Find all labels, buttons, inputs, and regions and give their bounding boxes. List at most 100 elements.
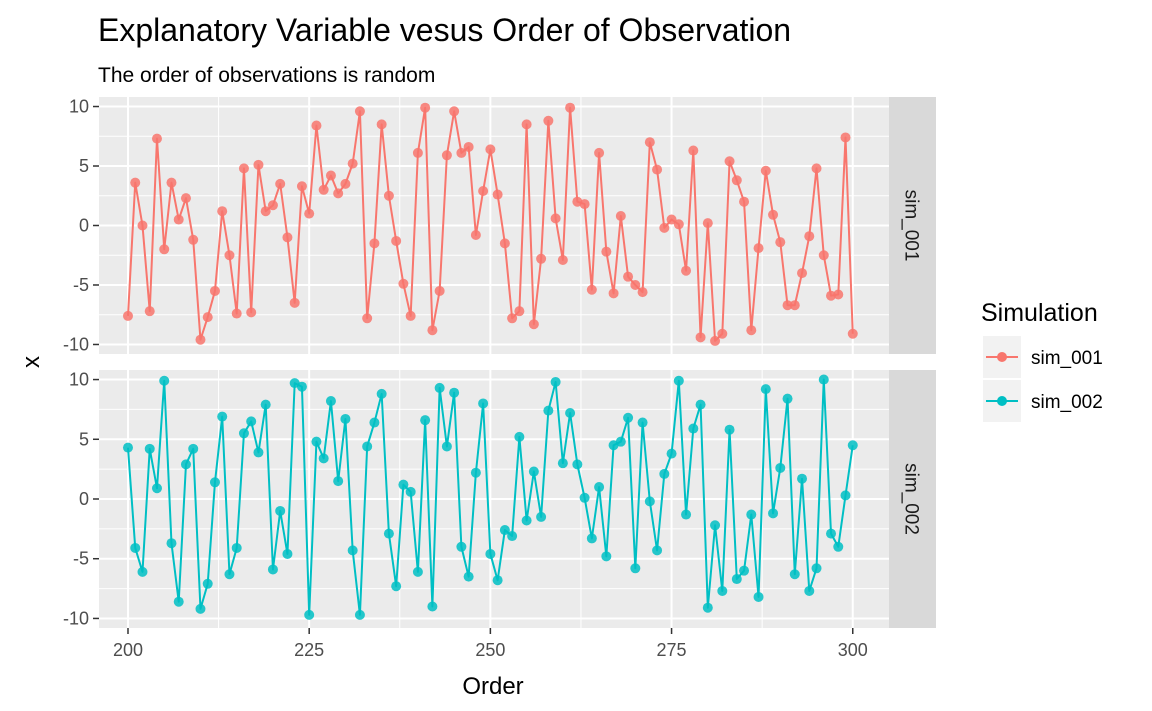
legend-key-point bbox=[997, 352, 1007, 362]
data-point bbox=[463, 571, 474, 582]
data-point bbox=[717, 585, 728, 596]
y-tick-label: 5 bbox=[79, 156, 89, 176]
data-point bbox=[289, 297, 300, 308]
data-point bbox=[543, 405, 554, 416]
data-point bbox=[586, 284, 597, 295]
data-point bbox=[681, 265, 692, 276]
data-point bbox=[666, 214, 677, 225]
data-point bbox=[536, 511, 547, 522]
data-point bbox=[492, 575, 503, 586]
data-point bbox=[282, 232, 293, 243]
x-tick-label: 300 bbox=[838, 640, 868, 660]
data-point bbox=[311, 436, 322, 447]
data-point bbox=[775, 462, 786, 473]
data-point bbox=[731, 175, 742, 186]
data-point bbox=[840, 490, 851, 501]
data-point bbox=[695, 332, 706, 343]
data-point bbox=[753, 591, 764, 602]
data-point bbox=[449, 387, 460, 398]
data-point bbox=[267, 200, 278, 211]
data-point bbox=[717, 328, 728, 339]
data-point bbox=[318, 184, 329, 195]
data-point bbox=[753, 243, 764, 254]
data-point bbox=[267, 564, 278, 575]
data-point bbox=[369, 238, 380, 249]
data-point bbox=[521, 119, 532, 130]
data-point bbox=[528, 319, 539, 330]
data-point bbox=[333, 188, 344, 199]
data-point bbox=[188, 443, 199, 454]
data-point bbox=[608, 288, 619, 299]
chart-subtitle: The order of observations is random bbox=[98, 64, 435, 87]
data-point bbox=[557, 255, 568, 265]
facet-strip bbox=[889, 97, 936, 354]
data-point bbox=[275, 178, 286, 189]
data-point bbox=[282, 548, 293, 559]
data-point bbox=[811, 163, 822, 174]
data-point bbox=[180, 459, 191, 470]
data-point bbox=[159, 375, 170, 386]
y-tick-label: 10 bbox=[69, 97, 89, 117]
data-point bbox=[492, 189, 503, 200]
data-point bbox=[666, 448, 677, 459]
data-point bbox=[246, 416, 257, 427]
data-point bbox=[782, 393, 793, 404]
data-point bbox=[652, 164, 663, 175]
data-point bbox=[550, 213, 561, 224]
y-tick-label: 0 bbox=[79, 216, 89, 236]
data-point bbox=[427, 325, 438, 336]
x-tick-label: 200 bbox=[113, 640, 143, 660]
data-point bbox=[840, 132, 851, 143]
data-point bbox=[347, 158, 358, 169]
data-point bbox=[420, 415, 431, 426]
data-point bbox=[173, 596, 184, 607]
data-point bbox=[195, 603, 206, 614]
data-point bbox=[739, 196, 750, 207]
data-point bbox=[253, 159, 264, 170]
data-point bbox=[833, 541, 844, 552]
data-point bbox=[673, 375, 684, 386]
data-point bbox=[362, 441, 373, 452]
data-point bbox=[398, 479, 409, 490]
data-point bbox=[180, 193, 191, 204]
data-point bbox=[673, 219, 684, 230]
data-point bbox=[485, 548, 496, 559]
y-tick-label: -10 bbox=[63, 608, 89, 628]
data-point bbox=[594, 147, 605, 158]
x-tick-label: 275 bbox=[657, 640, 687, 660]
data-point bbox=[441, 150, 452, 161]
data-point bbox=[166, 538, 177, 549]
y-tick-label: 5 bbox=[79, 429, 89, 449]
data-point bbox=[253, 447, 264, 458]
facet-strip-label: sim_002 bbox=[901, 463, 922, 535]
data-point bbox=[637, 287, 648, 298]
data-point bbox=[623, 271, 634, 282]
x-axis: 200 225 250 275 300 bbox=[113, 628, 868, 660]
data-point bbox=[173, 214, 184, 225]
data-point bbox=[238, 428, 249, 439]
data-point bbox=[122, 310, 133, 321]
data-point bbox=[485, 144, 496, 155]
data-point bbox=[818, 250, 829, 261]
data-point bbox=[304, 609, 315, 620]
data-point bbox=[630, 563, 641, 574]
data-point bbox=[746, 325, 757, 336]
data-point bbox=[202, 312, 213, 323]
data-point bbox=[514, 431, 525, 442]
data-point bbox=[731, 574, 742, 585]
data-point bbox=[681, 509, 692, 520]
facet-strip bbox=[889, 370, 936, 628]
data-point bbox=[405, 310, 416, 321]
data-point bbox=[644, 496, 655, 507]
data-point bbox=[398, 278, 409, 289]
data-point bbox=[275, 505, 286, 516]
data-point bbox=[434, 382, 445, 393]
data-point bbox=[144, 443, 155, 454]
data-point bbox=[137, 220, 148, 231]
data-point bbox=[514, 306, 525, 317]
data-point bbox=[724, 156, 735, 167]
data-point bbox=[224, 569, 235, 580]
data-point bbox=[811, 563, 822, 574]
data-point bbox=[304, 208, 315, 219]
x-tick-label: 250 bbox=[475, 640, 505, 660]
